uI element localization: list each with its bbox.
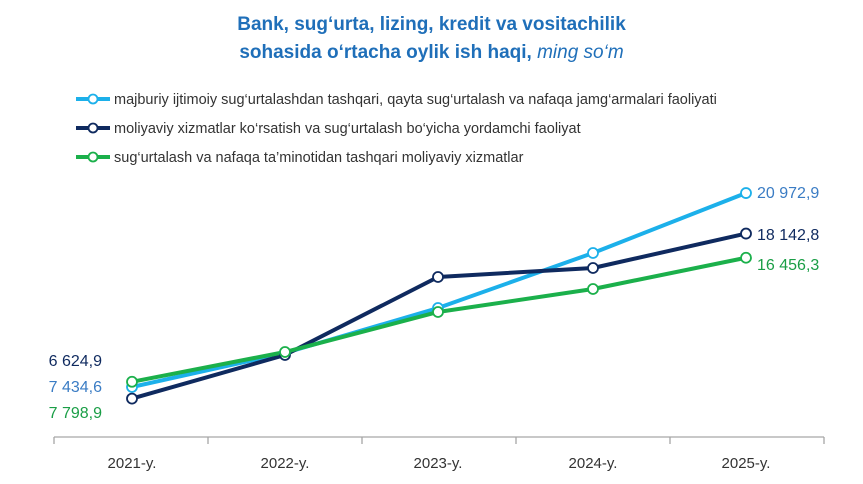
data-point <box>126 375 138 388</box>
data-label-last: 18 142,8 <box>757 227 819 244</box>
chart-title-text: sohasida o‘rtacha oylik ish haqi, <box>239 42 532 63</box>
data-point <box>126 392 138 405</box>
data-point <box>587 283 599 295</box>
data-point <box>587 247 599 259</box>
data-label-first: 7 434,6 <box>49 379 102 396</box>
data-point <box>279 346 291 358</box>
legend-marker <box>87 93 99 105</box>
legend-label: majburiy ijtimoiy sug‘urtalashdan tashqa… <box>114 92 717 108</box>
chart-title-line1: Bank, sug‘urta, lizing, kredit va vosita… <box>237 14 626 35</box>
chart-title-unit: ming so‘m <box>537 42 624 63</box>
data-label-first: 6 624,9 <box>49 353 102 370</box>
legend-marker <box>87 122 99 134</box>
data-point <box>432 306 444 318</box>
x-tick-label: 2024-y. <box>569 455 618 472</box>
data-point <box>740 227 752 240</box>
x-tick-label: 2022-y. <box>261 455 310 472</box>
chart-title-line2: sohasida o‘rtacha oylik ish haqi, ming s… <box>0 42 863 64</box>
x-tick-label: 2023-y. <box>414 455 463 472</box>
data-label-last: 20 972,9 <box>757 185 819 202</box>
data-point <box>740 251 752 264</box>
series-line <box>131 191 747 389</box>
x-tick-label: 2025-y. <box>722 455 771 472</box>
legend-label: moliyaviy xizmatlar ko‘rsatish va sug‘ur… <box>114 121 581 137</box>
x-tick-label: 2021-y. <box>108 455 157 472</box>
data-label-first: 7 798,9 <box>49 405 102 422</box>
legend-marker <box>87 151 99 163</box>
data-point <box>587 262 599 274</box>
data-point <box>432 271 444 283</box>
data-label-last: 16 456,3 <box>757 257 819 274</box>
legend-label: sug‘urtalash va nafaqa ta’minotidan tash… <box>114 150 524 166</box>
data-point <box>740 187 752 199</box>
